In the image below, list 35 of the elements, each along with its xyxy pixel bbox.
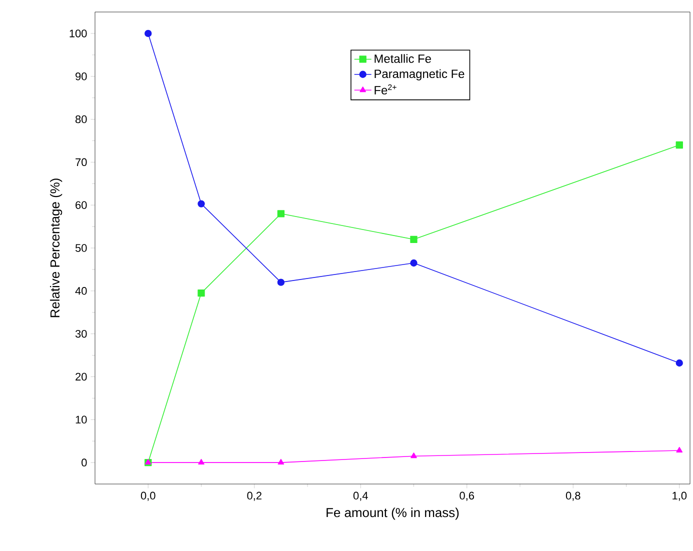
point: [410, 452, 417, 458]
point: [676, 446, 683, 453]
y-tick-label: 60: [76, 201, 87, 209]
y-tick-label: 40: [75, 287, 87, 295]
point: [278, 458, 284, 465]
point: [676, 359, 683, 367]
y-tick-label: 80: [76, 115, 87, 124]
point: [198, 458, 204, 465]
x-tick-label: 0,0: [140, 492, 156, 501]
y-tick-label: 90: [76, 72, 87, 80]
y-tick-label: 50: [75, 244, 87, 252]
legend-label: Fe$^{2+}$: [374, 84, 396, 94]
y-tick-label: 10: [76, 416, 87, 424]
legend-label: Metallic Fe: [374, 54, 431, 63]
y-tick-label: 100: [70, 30, 87, 38]
point: [676, 141, 683, 149]
x-tick-label: 0,2: [247, 492, 262, 501]
y-tick-label: 70: [76, 158, 87, 166]
point: [410, 236, 418, 244]
y-tick-label: 20: [76, 372, 87, 381]
x-tick-label: 0,8: [566, 492, 580, 501]
legend-label: Paramagnetic Fe: [374, 69, 464, 80]
y-tick-label: 0: [82, 458, 87, 466]
point: [144, 30, 152, 38]
point: [198, 289, 205, 297]
y-tick-label: 30: [75, 330, 87, 338]
x-tick-label: 0,4: [353, 492, 368, 501]
y-axis-title: Relative Percentage (%): [50, 178, 62, 318]
point: [277, 278, 285, 286]
point: [198, 200, 205, 208]
x-tick-label: 1,0: [672, 492, 687, 501]
x-tick-label: 0,6: [460, 492, 474, 501]
point: [277, 210, 285, 218]
x-axis-title: Fe amount (% in mass): [326, 508, 459, 520]
point: [410, 259, 418, 267]
